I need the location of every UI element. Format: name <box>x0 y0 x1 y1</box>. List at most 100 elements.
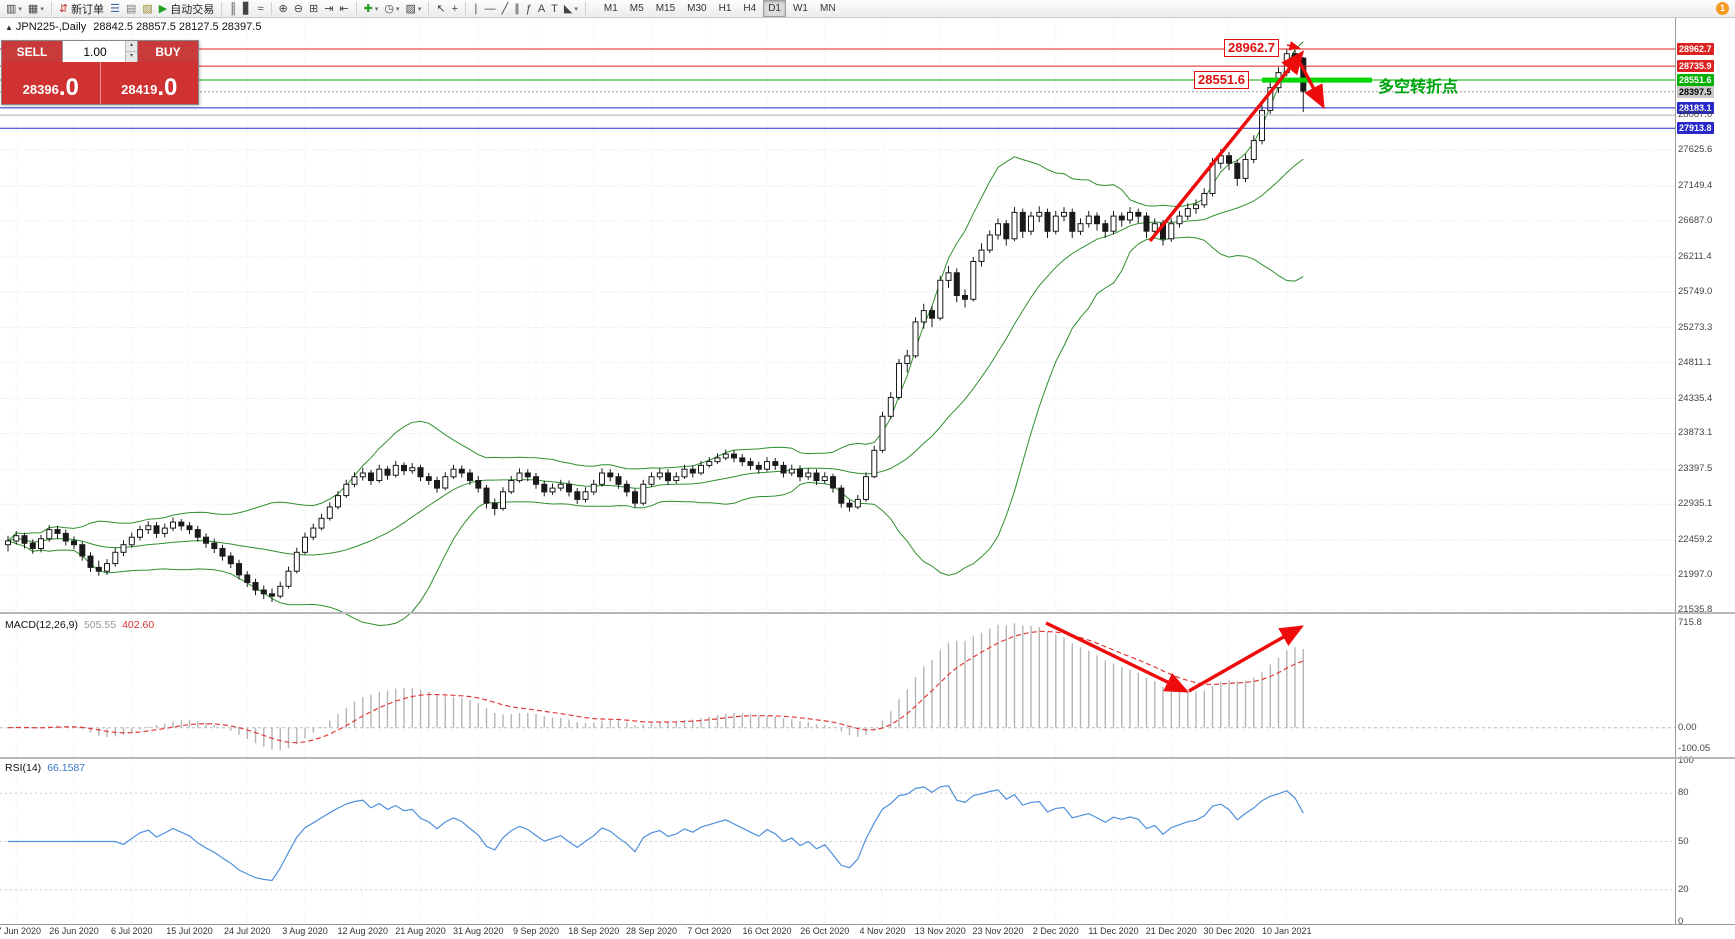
tile-windows-button[interactable]: ⊞ <box>306 1 321 17</box>
panel-divider[interactable] <box>0 757 1735 759</box>
price-scale[interactable]: 27625.6 27149.4 26687.0 26211.4 25749.0 25273… <box>1676 18 1735 939</box>
scale-label: 21535.8 <box>1678 604 1713 615</box>
period-d1-button[interactable]: D1 <box>763 0 786 17</box>
date-label: 24 Jul 2020 <box>223 926 271 936</box>
annotation-layer <box>1148 41 1372 243</box>
vertical-line-button[interactable]: ∣ <box>470 1 482 17</box>
support-level-bar[interactable] <box>1262 77 1372 83</box>
strategy-tester-button[interactable]: ▧ <box>139 1 155 17</box>
volume-decrease-button[interactable]: ▾ <box>125 52 137 62</box>
time-axis[interactable]: 17 Jun 2020 26 Jun 2020 6 Jul 2020 15 Jul 2… <box>0 926 1675 939</box>
toolbar-separator <box>355 2 357 15</box>
macd-main-value: 505.55 <box>83 619 117 631</box>
price-tag: 28962.7 <box>1677 43 1714 55</box>
text-icon: A <box>537 2 546 15</box>
zoom-out-button[interactable]: ⊖ <box>291 1 306 17</box>
date-label: 3 Aug 2020 <box>282 926 328 936</box>
high-pointer-arrow[interactable] <box>1286 41 1301 51</box>
date-label: 17 Jun 2020 <box>0 926 42 936</box>
crosshair-button[interactable]: + <box>449 1 461 17</box>
trend-arrow[interactable] <box>1045 621 1190 693</box>
period-mn-button[interactable]: MN <box>819 3 836 14</box>
date-label: 2 Dec 2020 <box>1032 926 1079 936</box>
bar-chart-icon: ║ <box>229 2 238 15</box>
scale-label: 0.00 <box>1678 721 1697 733</box>
candlestick-chart-button[interactable]: ▋ <box>240 1 254 17</box>
grid-layer <box>0 18 1675 924</box>
turning-point-text[interactable]: 多空转折点 <box>1378 79 1459 96</box>
chart-shift-button[interactable]: ⇤ <box>336 1 351 17</box>
data-window-button[interactable]: ▤ <box>123 1 139 17</box>
market-watch-button[interactable]: ☰ <box>107 1 123 17</box>
rsi-name: RSI(14) <box>5 762 42 774</box>
candlestick-chart-icon: ▋ <box>243 2 252 15</box>
sell-price[interactable]: 28396.0 <box>2 62 100 104</box>
trendline-button[interactable]: ╱ <box>499 1 512 17</box>
bar-chart-button[interactable]: ║ <box>226 1 240 17</box>
new-chart-icon: ▥ <box>6 2 17 15</box>
period-m1-button[interactable]: M1 <box>603 3 618 14</box>
timeframes-icon: ◷ <box>384 2 394 15</box>
one-click-trading-panel: SELL ▴ ▾ BUY 28396.0 28419.0 <box>1 40 199 105</box>
fibonacci-button[interactable]: ƒ <box>523 1 535 17</box>
line-chart-button[interactable]: ≈ <box>254 1 266 17</box>
date-label: 28 Sep 2020 <box>625 926 678 936</box>
volume-input[interactable] <box>63 41 137 62</box>
date-label: 11 Dec 2020 <box>1088 926 1139 936</box>
period-m15-button[interactable]: M15 <box>655 3 676 14</box>
new-order-button[interactable]: ⇵ 新订单 <box>56 1 107 17</box>
sell-button[interactable]: SELL <box>2 41 62 62</box>
cursor-button[interactable]: ↖ <box>433 1 448 17</box>
buy-button[interactable]: BUY <box>138 41 198 62</box>
label-button[interactable]: T <box>548 1 561 17</box>
templates-button[interactable]: ▨ ▾ <box>402 1 424 17</box>
zoom-in-button[interactable]: ⊕ <box>276 1 291 17</box>
trend-arrow[interactable] <box>1148 50 1305 243</box>
horizontal-line-button[interactable]: ― <box>482 1 499 17</box>
scale-label: 50 <box>1678 835 1689 847</box>
bollinger-bands-layer <box>7 41 1304 627</box>
indicators-button[interactable]: ✚ ▾ <box>361 1 382 17</box>
date-label: 12 Aug 2020 <box>337 926 389 936</box>
volume-increase-button[interactable]: ▴ <box>125 41 137 52</box>
date-label: 31 Aug 2020 <box>452 926 504 936</box>
date-label: 16 Oct 2020 <box>742 926 792 936</box>
new-chart-button[interactable]: ▥ ▾ <box>3 1 25 17</box>
period-m5-button[interactable]: M5 <box>629 3 644 14</box>
trend-arrow[interactable] <box>1296 58 1325 110</box>
chart-canvas[interactable] <box>0 0 1675 939</box>
buy-price[interactable]: 28419.0 <box>101 62 199 104</box>
scale-label: 26687.0 <box>1678 214 1713 226</box>
date-label: 23 Nov 2020 <box>972 926 1024 936</box>
panel-divider[interactable] <box>0 612 1735 614</box>
symbol-marker-icon: ▲ <box>5 23 13 32</box>
scale-label: -100.05 <box>1678 743 1711 754</box>
scale-label: 28087.0 <box>1678 109 1713 121</box>
trend-arrow[interactable] <box>1188 625 1304 693</box>
notification-badge[interactable]: 1 <box>1716 2 1729 15</box>
vertical-line-icon: ∣ <box>473 2 479 15</box>
channel-button[interactable]: ∥ <box>511 1 523 17</box>
timeframes-button[interactable]: ◷ ▾ <box>381 1 402 17</box>
period-h4-button[interactable]: H4 <box>743 3 757 14</box>
auto-scroll-button[interactable]: ⇥ <box>321 1 336 17</box>
price-separator <box>99 62 101 104</box>
profiles-button[interactable]: ▦ ▾ <box>25 1 47 17</box>
date-label: 9 Sep 2020 <box>512 926 560 936</box>
rsi-indicator-label: RSI(14) 66.1587 <box>5 762 85 774</box>
autotrading-button[interactable]: ▶ 自动交易 <box>156 1 217 17</box>
support-price-annotation[interactable]: 28551.6 <box>1194 71 1249 89</box>
period-h1-button[interactable]: H1 <box>718 3 732 14</box>
period-m30-button[interactable]: M30 <box>687 3 707 14</box>
chevron-down-icon: ▾ <box>574 5 578 13</box>
scale-label: 23397.5 <box>1678 463 1713 475</box>
date-label: 30 Dec 2020 <box>1203 926 1255 936</box>
cursor-icon: ↖ <box>436 2 446 15</box>
period-w1-button[interactable]: W1 <box>792 3 808 14</box>
high-price-annotation[interactable]: 28962.7 <box>1224 39 1279 57</box>
text-button[interactable]: A <box>535 1 548 17</box>
market-watch-icon: ☰ <box>110 2 120 15</box>
date-label: 13 Nov 2020 <box>914 926 966 936</box>
arrows-button[interactable]: ◣ ▾ <box>561 1 581 17</box>
zoom-out-icon: ⊖ <box>293 2 303 15</box>
